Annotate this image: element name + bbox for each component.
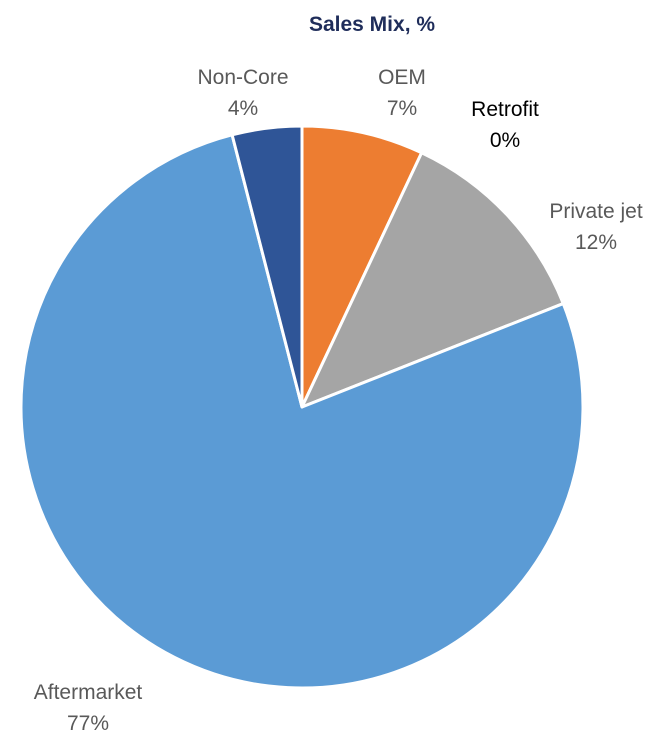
slice-label-aftermarket: Aftermarket	[34, 681, 143, 704]
slice-label-retrofit: Retrofit	[471, 98, 539, 121]
slice-value-label-non-core: 4%	[228, 97, 258, 120]
slice-label-non-core: Non-Core	[197, 66, 288, 89]
slice-value-label-private-jet: 12%	[575, 231, 617, 254]
slice-label-oem: OEM	[378, 66, 426, 89]
pie-slice-non-core	[230, 124, 304, 409]
chart-title: Sales Mix, %	[309, 13, 435, 36]
pie-slice-oem	[300, 124, 424, 409]
slice-value-label-oem: 7%	[387, 97, 417, 120]
pie-labels: OEM 7% Retrofit 0% Private jet 12% Aftermarket…	[34, 66, 643, 735]
pie-slices	[19, 124, 585, 690]
slice-label-private-jet: Private jet	[549, 200, 643, 223]
pie-slice-aftermarket	[19, 133, 585, 690]
slice-value-label-aftermarket: 77%	[67, 712, 109, 735]
pie-slice-private-jet	[300, 151, 565, 409]
slice-value-label-retrofit: 0%	[490, 129, 520, 152]
